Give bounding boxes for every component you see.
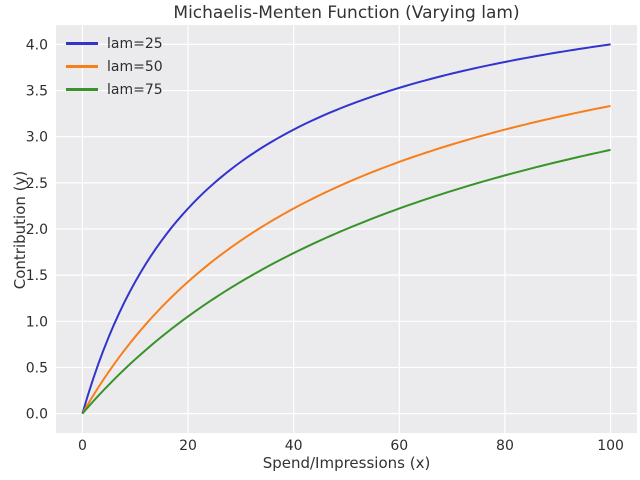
- x-tick-label: 0: [78, 438, 87, 454]
- y-tick-label: 1.5: [26, 268, 48, 284]
- y-tick-label: 3.0: [26, 130, 48, 146]
- x-tick-labels: 0 20 40 60 80 100: [78, 438, 624, 454]
- y-tick-label: 1.0: [26, 314, 48, 330]
- y-tick-label: 0.5: [26, 360, 48, 376]
- x-tick-label: 20: [179, 438, 197, 454]
- legend-item-label: lam=75: [107, 81, 163, 98]
- x-tick-label: 40: [285, 438, 303, 454]
- curve-lam75: [81, 148, 611, 415]
- x-tick-label: 80: [496, 438, 514, 454]
- legend: lam=25 lam=50 lam=75: [66, 32, 163, 101]
- x-tick-label: 60: [390, 438, 408, 454]
- y-tick-label: 4.0: [26, 37, 48, 53]
- legend-item-label: lam=50: [107, 58, 163, 75]
- legend-item: lam=25: [66, 32, 163, 55]
- legend-item: lam=50: [66, 55, 163, 78]
- y-tick-label: 3.5: [26, 84, 48, 100]
- legend-swatch: [66, 88, 98, 91]
- x-tick-label: 100: [597, 438, 624, 454]
- y-tick-label: 0.0: [26, 407, 48, 423]
- y-tick-label: 2.0: [26, 222, 48, 238]
- legend-swatch: [66, 65, 98, 68]
- chart-title: Michaelis-Menten Function (Varying lam): [173, 3, 520, 23]
- y-tick-labels: 0.0 0.5 1.0 1.5 2.0 2.5 3.0 3.5 4.0: [26, 37, 48, 422]
- legend-swatch: [66, 42, 98, 45]
- curves: [81, 43, 611, 415]
- y-axis-label: Contribution (y): [11, 170, 29, 290]
- legend-item: lam=75: [66, 78, 163, 101]
- curve-lam50: [81, 104, 611, 415]
- y-tick-label: 2.5: [26, 176, 48, 192]
- legend-item-label: lam=25: [107, 35, 163, 52]
- curve-lam25: [81, 43, 611, 414]
- x-axis-label: Spend/Impressions (x): [262, 454, 431, 472]
